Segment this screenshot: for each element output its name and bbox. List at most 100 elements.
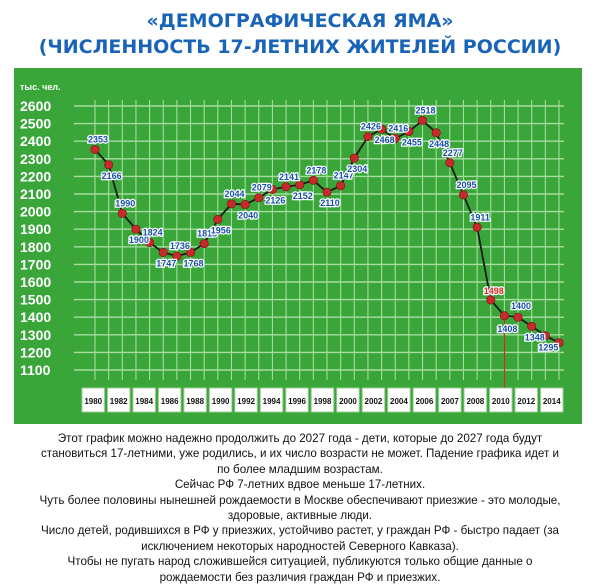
data-label: 1768: [184, 258, 204, 268]
chart-subtitle: (ЧИСЛЕННОСТЬ 17-ЛЕТНИХ ЖИТЕЛЕЙ РОССИИ): [38, 36, 562, 58]
data-label: 2426: [361, 122, 381, 132]
data-label: 2518: [416, 105, 436, 115]
data-point: [486, 295, 496, 305]
data-label: 2353: [88, 134, 108, 144]
x-tick-label: 2004: [390, 397, 408, 406]
data-label: 2468: [375, 135, 395, 145]
data-label: 2040: [238, 211, 258, 221]
y-tick-label: 2300: [20, 151, 51, 167]
y-tick-label: 2200: [20, 168, 51, 184]
x-tick-label: 2002: [365, 397, 383, 406]
x-tick-box: [310, 387, 335, 413]
x-tick-box: [183, 387, 207, 413]
caption-line: Число детей, родившихся в РФ у приезжих,…: [41, 524, 559, 538]
data-label: 2126: [265, 195, 285, 205]
data-label: 1818: [197, 229, 217, 239]
x-tick-label: 2007: [441, 397, 459, 406]
x-tick-box: [81, 387, 105, 413]
data-label: 1900: [129, 235, 149, 245]
data-point: [363, 132, 373, 142]
x-tick-label: 2006: [415, 397, 433, 406]
data-point: [431, 128, 441, 138]
data-label: 2304: [347, 164, 367, 174]
data-label: 2416: [388, 123, 408, 133]
data-label: 2152: [293, 191, 313, 201]
data-label: 2110: [320, 198, 340, 208]
data-point: [322, 187, 332, 197]
data-label: 2044: [224, 189, 244, 199]
x-tick-box: [234, 387, 258, 413]
x-tick-box: [106, 387, 131, 413]
y-axis-unit-label: тыс. чел.: [20, 82, 61, 92]
chart-title: «ДЕМОГРАФИЧЕСКАЯ ЯМА»: [146, 10, 454, 32]
x-tick-label: 1984: [135, 397, 153, 406]
y-tick-label: 1900: [20, 221, 51, 237]
data-point: [540, 331, 550, 341]
y-tick-label: 1800: [20, 239, 51, 255]
x-tick-box: [132, 387, 156, 413]
x-tick-box: [514, 387, 539, 413]
data-point: [445, 158, 455, 168]
data-label: 2166: [102, 171, 122, 181]
data-label: 1747: [156, 258, 176, 268]
caption-line: по более младшим возрастам.: [217, 462, 383, 476]
caption-line: Сейчас РФ 7-летних вдвое меньше 17-летни…: [174, 478, 426, 492]
y-tick-label: 1500: [20, 292, 51, 308]
data-point: [527, 321, 537, 331]
data-point: [308, 175, 318, 185]
caption-line: Чтобы не пугать народ сложившейся ситуац…: [67, 555, 533, 569]
x-tick-label: 1986: [161, 397, 179, 406]
y-tick-label: 1100: [20, 362, 51, 378]
data-point: [145, 238, 155, 248]
x-tick-box: [361, 387, 386, 413]
chart-area: 2600 2500 2400 2300 2200 2100 2000 1900 1800 1700…: [14, 68, 582, 424]
data-point: [336, 181, 346, 191]
data-point: [267, 184, 277, 194]
x-tick-box: [259, 387, 284, 413]
caption-line: Этот график можно надежно продолжить до …: [57, 432, 543, 445]
data-point: [104, 160, 114, 170]
data-point: [349, 153, 359, 163]
data-point: [377, 124, 387, 134]
x-tick-label: 2014: [543, 397, 561, 406]
data-point: [226, 199, 236, 209]
data-label: 1400: [511, 301, 531, 311]
x-tick-label: 1992: [237, 397, 255, 406]
data-point: [513, 312, 523, 322]
data-label: 2095: [456, 180, 476, 190]
caption-line: становиться 17-летними, уже родились, и …: [40, 447, 560, 461]
data-point: [472, 222, 482, 232]
data-point: [213, 214, 223, 224]
x-tick-label: 1980: [84, 397, 102, 406]
x-tick-label: 1990: [212, 397, 230, 406]
caption: Этот график можно надежно продолжить до …: [0, 431, 600, 585]
data-label: 1990: [115, 198, 135, 208]
x-tick-label: 2000: [339, 397, 357, 406]
x-tick-label: 2010: [492, 397, 510, 406]
data-label: 1736: [170, 241, 190, 251]
data-point: [240, 200, 250, 210]
y-tick-label: 1600: [20, 274, 51, 290]
data-label: 2079: [252, 183, 272, 193]
data-point: [186, 247, 196, 257]
y-tick-label: 2000: [20, 204, 51, 220]
data-point: [418, 115, 428, 125]
data-label: 1408: [497, 324, 517, 334]
data-label: 1824: [143, 228, 163, 238]
data-point: [158, 247, 168, 257]
x-tick-label: 2008: [466, 397, 484, 406]
caption-line: здоровые, активные люди.: [227, 509, 373, 523]
data-label: 2141: [279, 172, 299, 182]
data-point: [499, 311, 509, 321]
x-tick-box: [463, 387, 488, 413]
x-tick-label: 1994: [263, 397, 281, 406]
y-tick-label: 2600: [20, 98, 51, 114]
data-point: [281, 182, 291, 192]
y-tick-label: 1400: [20, 309, 51, 325]
data-point: [295, 180, 305, 190]
y-tick-label: 1700: [20, 256, 51, 272]
y-tick-label: 2400: [20, 133, 51, 149]
data-label: 2455: [402, 138, 422, 148]
data-label: 1295: [538, 343, 558, 353]
data-label: 2178: [306, 165, 326, 175]
